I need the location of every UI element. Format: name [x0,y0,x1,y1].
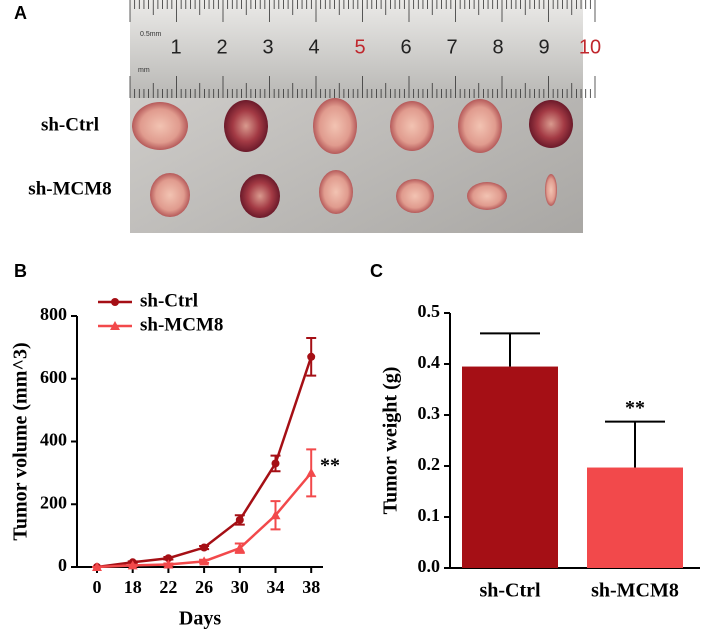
error-bar [480,332,540,367]
ruler-number: 5 [354,36,365,58]
marker [270,510,281,520]
tumor [467,182,507,210]
marker [92,562,102,571]
panel-label: C [370,261,383,281]
legend-marker [110,321,120,330]
annotation: ** [320,454,340,476]
row-label: sh-MCM8 [28,178,111,199]
tumor [529,100,573,148]
marker [271,459,280,468]
tumor [224,100,268,152]
ruler-number: 1 [170,36,181,58]
ruler [130,0,583,98]
bar [587,467,683,568]
legend-marker [111,298,119,306]
tumor [132,102,188,150]
ruler-number: 10 [579,36,601,58]
y-tick-label: 200 [40,492,67,512]
tumor [545,174,557,206]
ruler-note: 0.5mm [140,31,162,38]
x-tick-label: 30 [231,577,249,597]
marker [199,556,210,566]
x-tick-label: sh-Ctrl [479,580,541,602]
x-tick-label: sh-MCM8 [591,580,679,602]
ruler-number: 8 [492,36,503,58]
x-tick-label: 22 [159,577,177,597]
x-tick-label: 34 [267,577,285,597]
tumor [390,101,434,151]
marker [306,467,317,477]
marker [235,515,244,524]
y-tick-label: 0.3 [418,403,441,423]
y-tick-label: 0.4 [418,352,441,372]
tumor [458,99,502,153]
x-tick-label: 38 [302,577,320,597]
ruler-number: 4 [308,36,319,58]
x-tick-label: 18 [124,577,142,597]
y-tick-label: 800 [40,304,67,324]
bar [462,366,558,568]
legend-label: sh-MCM8 [140,314,223,335]
marker [307,352,316,361]
panel-label: B [14,261,27,281]
panel-label: A [14,3,27,23]
x-axis-label: Days [179,608,221,630]
y-tick-label: 0 [58,555,67,575]
annotation: ** [625,397,645,419]
photo-panel: A 0.5mm mm 1 2 3 4 5 6 7 8 9 10 sh-Ctrl sh-MCM8 [14,0,601,233]
tumor [150,173,190,217]
tumor [396,179,434,213]
ruler-number: 2 [216,36,227,58]
ruler-number: 6 [400,36,411,58]
x-tick-label: 26 [195,577,213,597]
error-bar [605,420,665,468]
row-label: sh-Ctrl [41,114,99,135]
marker [163,559,174,569]
marker [234,543,245,553]
marker [164,554,173,563]
legend-label: sh-Ctrl [140,290,198,311]
y-tick-label: 600 [40,367,67,387]
x-tick-label: 0 [93,577,102,597]
y-axis-label: Tumor volume (mm^3) [10,342,32,540]
ruler-number: 7 [446,36,457,58]
series-line [96,472,313,569]
y-tick-label: 0.5 [418,301,441,321]
tumor [240,174,280,218]
tumor [319,170,353,214]
ruler-number: 3 [262,36,273,58]
y-axis-label: Tumor weight (g) [380,367,402,515]
y-tick-label: 400 [40,430,67,450]
y-tick-label: 0.2 [418,454,441,474]
ruler-note: mm [138,67,150,74]
marker [200,543,209,552]
y-tick-label: 0.1 [418,505,441,525]
ruler-number: 9 [538,36,549,58]
marker [127,560,138,570]
y-tick-label: 0.0 [418,556,441,576]
tumor [313,98,357,154]
